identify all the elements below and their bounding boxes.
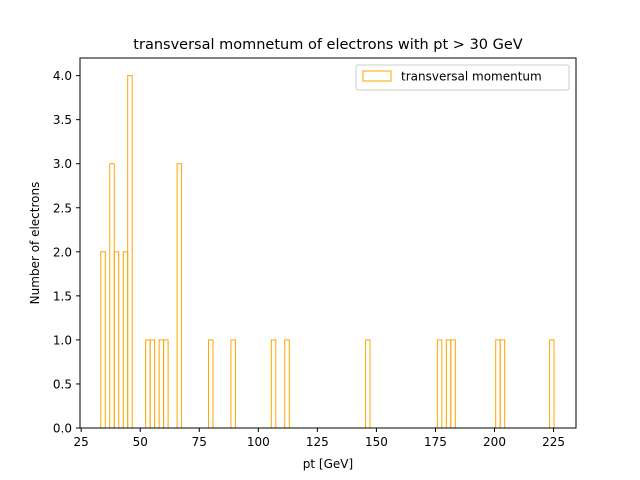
- y-tick-label: 3.0: [53, 157, 72, 171]
- x-tick-label: 100: [247, 435, 270, 449]
- y-tick-label: 0.0: [53, 422, 72, 436]
- legend-box: [355, 64, 570, 91]
- y-tick-label: 1.5: [53, 289, 72, 303]
- x-tick-label: 200: [483, 435, 506, 449]
- y-tick-label: 4.0: [53, 69, 72, 83]
- y-tick-label: 3.5: [53, 113, 72, 127]
- x-axis: 25 50 75 100 125 150 175 200 225: [74, 428, 565, 449]
- y-tick-label: 2.5: [53, 201, 72, 215]
- x-axis-label: pt [GeV]: [303, 457, 353, 471]
- y-tick-label: 2.0: [53, 245, 72, 259]
- chart-title: transversal momnetum of electrons with p…: [133, 37, 522, 53]
- x-tick-label: 150: [365, 435, 388, 449]
- y-tick-label: 1.0: [53, 333, 72, 347]
- x-tick-label: 175: [424, 435, 447, 449]
- legend-label: transversal momentum: [401, 70, 542, 84]
- plot-frame: [79, 57, 577, 429]
- x-tick-label: 225: [542, 435, 565, 449]
- y-axis-label: Number of electrons: [28, 182, 42, 305]
- y-axis: 0.0 0.5 1.0 1.5 2.0 2.5 3.0 3.5 4.0: [53, 69, 80, 436]
- legend-swatch: [362, 70, 392, 82]
- x-tick-label: 50: [133, 435, 148, 449]
- x-tick-label: 75: [192, 435, 207, 449]
- x-tick-label: 25: [74, 435, 89, 449]
- legend: transversal momentum: [355, 64, 570, 91]
- y-tick-label: 0.5: [53, 377, 72, 391]
- x-tick-label: 125: [306, 435, 329, 449]
